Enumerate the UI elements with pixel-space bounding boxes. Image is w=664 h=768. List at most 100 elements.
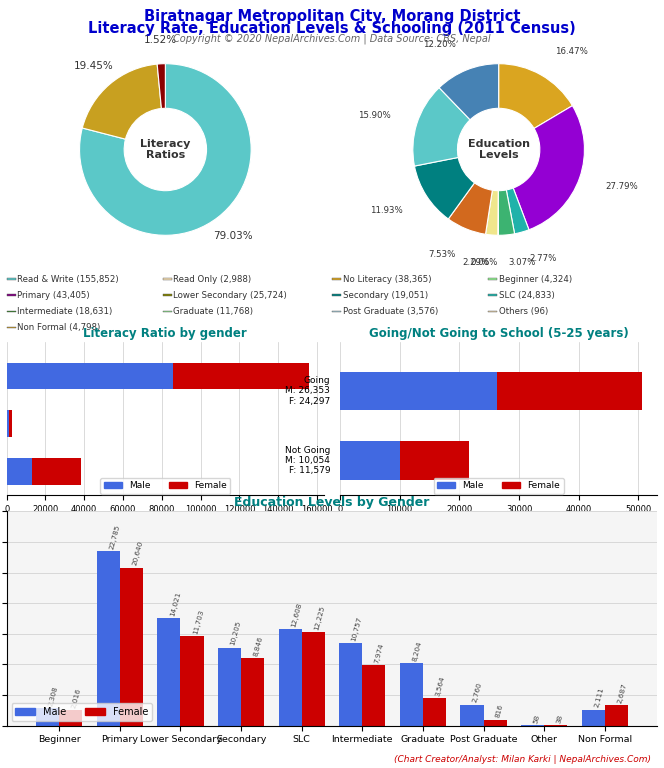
Bar (461, 704, 483, 726)
Text: 19.45%: 19.45% (74, 61, 114, 71)
Bar (582, 710, 605, 726)
Bar (37, 708, 59, 726)
Bar (279, 629, 301, 726)
Bar (7, 362, 173, 389)
Text: Post Graduate (3,576): Post Graduate (3,576) (343, 306, 438, 316)
Text: 10,205: 10,205 (230, 621, 242, 647)
Bar (400, 663, 423, 726)
Bar (7, 410, 9, 437)
Wedge shape (439, 64, 499, 120)
Title: Literacy Ratio by gender: Literacy Ratio by gender (84, 326, 247, 339)
Text: 7.53%: 7.53% (428, 250, 456, 259)
Bar (97, 551, 120, 726)
Text: Non Formal (4,798): Non Formal (4,798) (17, 323, 100, 332)
Bar (340, 442, 400, 480)
Text: (Chart Creator/Analyst: Milan Karki | NepalArchives.Com): (Chart Creator/Analyst: Milan Karki | Ne… (394, 755, 651, 764)
Text: 2,111: 2,111 (593, 687, 604, 708)
Wedge shape (499, 64, 572, 128)
Text: 2,687: 2,687 (616, 683, 627, 704)
Text: 11,703: 11,703 (192, 609, 205, 635)
Title: Education Levels by Gender: Education Levels by Gender (234, 495, 430, 508)
Text: 11.93%: 11.93% (371, 206, 403, 215)
Bar (218, 647, 241, 726)
Bar (7, 310, 15, 312)
Bar (340, 372, 497, 410)
Text: 12,608: 12,608 (290, 602, 303, 628)
Text: Others (96): Others (96) (499, 306, 548, 316)
Title: Going/Not Going to School (5-25 years): Going/Not Going to School (5-25 years) (369, 326, 629, 339)
Text: Read Only (2,988): Read Only (2,988) (173, 275, 252, 283)
Text: Lower Secondary (25,724): Lower Secondary (25,724) (173, 290, 287, 300)
Text: 2,016: 2,016 (71, 687, 82, 709)
Text: Literacy
Ratios: Literacy Ratios (140, 139, 191, 161)
Text: Literacy Rate, Education Levels & Schooling (2011 Census): Literacy Rate, Education Levels & School… (88, 21, 576, 36)
Text: Education
Levels: Education Levels (467, 139, 530, 161)
Text: 3.07%: 3.07% (509, 258, 537, 266)
Bar (163, 278, 172, 280)
Bar (423, 698, 446, 726)
Text: No Literacy (38,365): No Literacy (38,365) (343, 275, 431, 283)
Bar (181, 636, 203, 726)
Bar (163, 294, 172, 296)
Text: Biratnagar Metropolitan City, Morang District: Biratnagar Metropolitan City, Morang Dis… (143, 9, 521, 25)
Wedge shape (448, 183, 492, 234)
Text: 58: 58 (533, 713, 540, 724)
Text: 20,640: 20,640 (131, 541, 143, 567)
Bar (120, 568, 143, 726)
Legend: Male, Female: Male, Female (11, 703, 152, 721)
Text: 816: 816 (495, 703, 505, 718)
Text: 1.52%: 1.52% (143, 35, 177, 45)
Text: Read & Write (155,852): Read & Write (155,852) (17, 275, 119, 283)
Text: Intermediate (18,631): Intermediate (18,631) (17, 306, 112, 316)
Bar (301, 632, 325, 726)
Bar (241, 658, 264, 726)
Text: 7,974: 7,974 (374, 642, 385, 664)
Bar (59, 710, 82, 726)
Bar (483, 720, 507, 726)
Bar (7, 278, 15, 280)
Wedge shape (157, 64, 165, 108)
Text: 12,225: 12,225 (313, 605, 325, 631)
Text: 38: 38 (556, 713, 564, 724)
Text: 2,760: 2,760 (472, 682, 483, 703)
Text: 22,785: 22,785 (108, 524, 121, 550)
Bar (9, 410, 13, 437)
Bar (163, 310, 172, 312)
Text: 12.20%: 12.20% (424, 40, 456, 49)
Text: Primary (43,405): Primary (43,405) (17, 290, 90, 300)
Bar (7, 458, 32, 485)
Bar (363, 664, 385, 726)
Bar (488, 310, 497, 312)
Text: Copyright © 2020 NepalArchives.Com | Data Source: CBS, Nepal: Copyright © 2020 NepalArchives.Com | Dat… (173, 33, 491, 44)
Text: 79.03%: 79.03% (212, 231, 252, 241)
Legend: Male, Female: Male, Female (434, 478, 564, 494)
Bar (173, 362, 309, 389)
Wedge shape (485, 190, 498, 235)
Text: 2.29%: 2.29% (462, 258, 489, 266)
Wedge shape (507, 188, 529, 233)
Wedge shape (80, 64, 251, 235)
Text: SLC (24,833): SLC (24,833) (499, 290, 554, 300)
Text: Secondary (19,051): Secondary (19,051) (343, 290, 428, 300)
Bar (32, 458, 81, 485)
Wedge shape (414, 157, 475, 219)
Text: 3,564: 3,564 (434, 676, 446, 697)
Text: 16.47%: 16.47% (554, 47, 588, 55)
Text: 2.77%: 2.77% (529, 254, 556, 263)
Bar (400, 442, 469, 480)
Bar (488, 294, 497, 296)
Bar (157, 618, 181, 726)
Text: 10,757: 10,757 (351, 616, 363, 642)
Wedge shape (413, 88, 470, 166)
Wedge shape (498, 190, 515, 235)
Legend: Male, Female: Male, Female (100, 478, 230, 494)
Bar (332, 278, 341, 280)
Bar (605, 705, 627, 726)
Text: 8,846: 8,846 (252, 635, 264, 657)
Wedge shape (513, 106, 584, 230)
Text: Graduate (11,768): Graduate (11,768) (173, 306, 254, 316)
Text: 8,204: 8,204 (412, 641, 422, 662)
Bar (488, 278, 497, 280)
Text: 14,021: 14,021 (169, 591, 181, 617)
Bar (497, 372, 642, 410)
